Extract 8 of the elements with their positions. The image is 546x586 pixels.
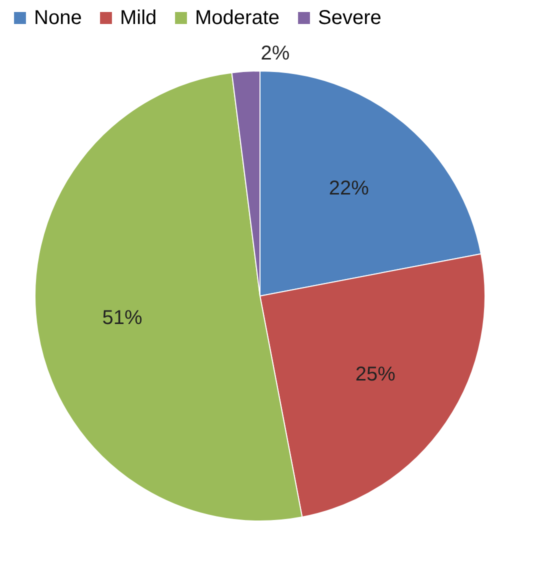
legend-label: None — [34, 7, 82, 29]
legend-label: Moderate — [195, 7, 280, 29]
legend-label: Severe — [318, 7, 382, 29]
data-label: 51% — [102, 306, 142, 329]
legend-label: Mild — [120, 7, 157, 29]
data-label: 25% — [355, 363, 396, 386]
data-label: 22% — [328, 178, 370, 200]
data-label: 2% — [260, 42, 290, 64]
